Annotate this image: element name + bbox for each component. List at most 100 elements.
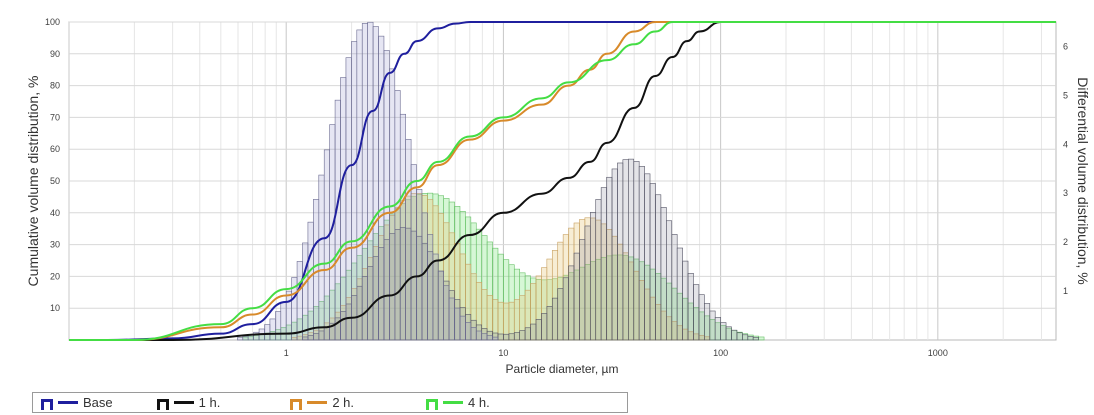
histogram-bar [448, 297, 455, 341]
histogram-bar [638, 166, 645, 341]
histogram-bar [416, 189, 423, 341]
histogram-bar [497, 333, 504, 341]
y-axis-title-right: Differential volume distribution, % [1075, 77, 1091, 285]
y-tick-label-left: 50 [50, 176, 60, 186]
histogram-bar [302, 242, 309, 341]
x-tick-label: 1 [284, 348, 289, 358]
histogram-bar [736, 332, 743, 341]
y-tick-label-left: 10 [50, 303, 60, 313]
y-tick-label-right: 6 [1063, 41, 1068, 51]
histogram-bar [742, 334, 749, 341]
legend-entry: 2 h. [290, 393, 354, 412]
histogram-bar [340, 77, 347, 341]
y-tick-label-left: 90 [50, 49, 60, 59]
histogram-bar [671, 234, 678, 341]
tick-labels: 10 20 30 40 50 60 70 80 90 100 1 2 3 4 5 6 1 10 100 1000 [45, 17, 1068, 358]
legend-label: 4 h. [468, 395, 490, 410]
legend-line-swatch-icon [173, 401, 194, 404]
histogram-bar [655, 194, 662, 341]
y-tick-label-left: 60 [50, 144, 60, 154]
histogram-bar [405, 138, 412, 341]
histogram-bar [454, 307, 461, 341]
x-tick-label: 100 [713, 348, 728, 358]
histogram-bar [557, 288, 564, 341]
cumulative-line-2h [69, 20, 1056, 342]
legend-entry: 1 h. [156, 393, 220, 412]
legend-entry: 4 h. [426, 393, 490, 412]
histogram-bar [361, 23, 368, 341]
histogram-bar [410, 164, 417, 341]
y-tick-label-right: 1 [1063, 286, 1068, 296]
histogram-bar [682, 260, 689, 341]
histogram-1h [302, 158, 759, 341]
histogram-bar [356, 29, 363, 341]
histogram-bar [323, 149, 330, 341]
histogram-bar [253, 331, 260, 341]
legend-bar-swatch-icon [41, 399, 53, 410]
histogram-bar [459, 315, 466, 341]
y-tick-label-left: 80 [50, 81, 60, 91]
histogram-bar [600, 187, 607, 341]
histogram-bar [714, 317, 721, 341]
legend-entry: Base [41, 393, 113, 412]
histogram-bar [481, 333, 488, 341]
legend-line-swatch-icon [443, 401, 464, 404]
grid [68, 21, 1056, 340]
x-axis-title: Particle diameter, µm [506, 362, 619, 376]
histogram-bar [296, 261, 303, 341]
histogram-bar [562, 277, 569, 341]
histogram-bar [709, 310, 716, 341]
histogram-bar [345, 57, 352, 341]
histogram-bar [475, 330, 482, 341]
histogram-bar [541, 313, 548, 341]
y-tick-label-left: 70 [50, 112, 60, 122]
histogram-bar [584, 225, 591, 341]
histogram-bar [427, 234, 434, 341]
histogram-bar [617, 162, 624, 341]
histogram-bar [437, 270, 444, 341]
histogram-bar [334, 99, 341, 341]
legend-bar-swatch-icon [426, 399, 439, 410]
histogram-bar [372, 26, 379, 341]
histogram-bar [687, 273, 694, 341]
histogram-bar [546, 306, 553, 341]
legend-label: 2 h. [332, 395, 355, 410]
cumulative-line-4h [69, 20, 1056, 342]
histogram-bar [465, 322, 472, 341]
histogram-bar [503, 333, 510, 341]
histogram-bar [486, 335, 493, 341]
histogram-bar [530, 323, 537, 341]
histogram-bar [633, 161, 640, 341]
histogram-bar [351, 41, 358, 341]
histogram-bar [269, 318, 276, 341]
histogram-bar [470, 327, 477, 341]
histogram-bar [237, 337, 244, 341]
histogram-bar [622, 159, 629, 341]
histogram-bar [573, 252, 580, 341]
histogram-bar [731, 329, 738, 341]
y-tick-label-left: 40 [50, 208, 60, 218]
histogram-bar [660, 207, 667, 341]
histogram-bar [747, 335, 754, 341]
cumulative-line-1h [69, 20, 1056, 341]
histogram-bar [492, 336, 499, 341]
histogram-bar [399, 113, 406, 341]
histogram-bar [611, 168, 618, 341]
histogram-bar [275, 311, 282, 341]
histogram-bar [676, 247, 683, 341]
histogram-bar [644, 173, 651, 341]
histogram-base [237, 21, 499, 341]
histogram-bar [606, 176, 613, 341]
y-tick-label-left: 30 [50, 240, 60, 250]
histogram-bar [752, 337, 759, 341]
histogram-bar [698, 294, 705, 341]
histogram-bar [589, 212, 597, 341]
legend-line-swatch-icon [58, 401, 78, 404]
histogram-bar [579, 239, 586, 341]
histogram-bar [693, 284, 700, 341]
histogram-bar [568, 265, 575, 341]
histogram-bar [264, 324, 271, 341]
y-tick-label-right: 5 [1063, 90, 1068, 100]
histogram-bar [508, 333, 515, 341]
